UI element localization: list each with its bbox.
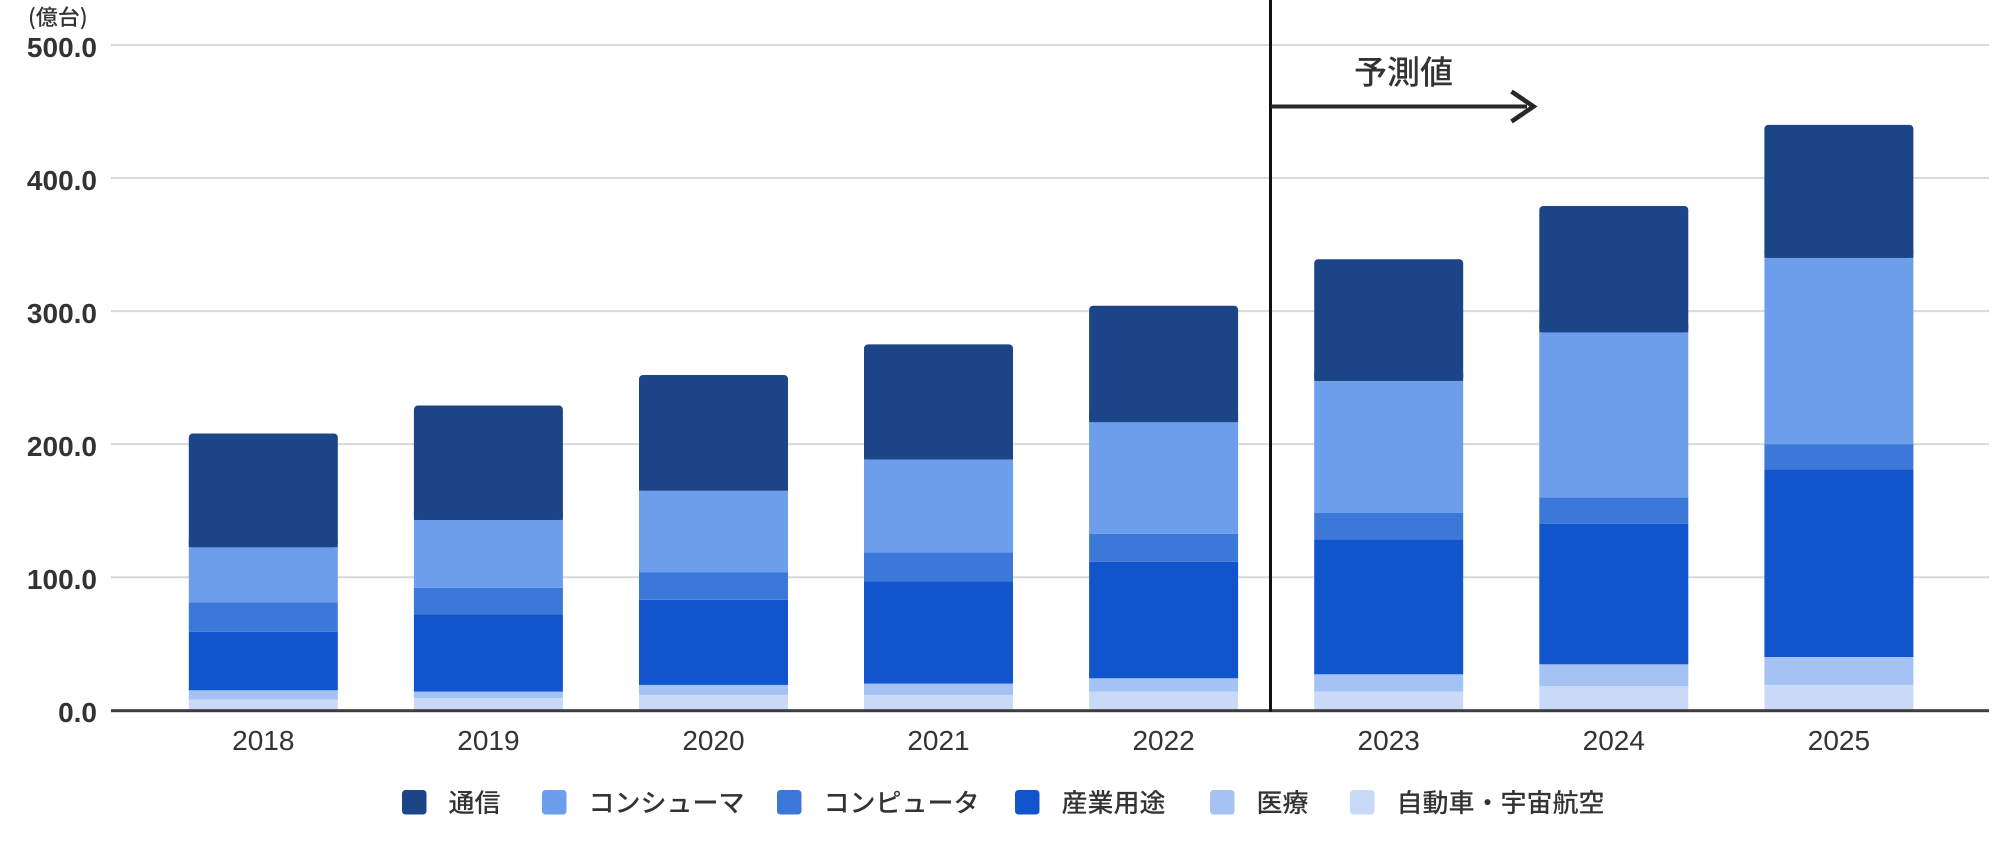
svg-text:500.0: 500.0 (27, 32, 97, 63)
svg-text:200.0: 200.0 (27, 431, 97, 462)
svg-text:0.0: 0.0 (58, 697, 97, 728)
svg-text:2020: 2020 (682, 725, 744, 756)
svg-text:2019: 2019 (457, 725, 519, 756)
svg-text:300.0: 300.0 (27, 298, 97, 329)
svg-text:2022: 2022 (1132, 725, 1194, 756)
svg-text:2018: 2018 (232, 725, 294, 756)
svg-text:2023: 2023 (1358, 725, 1420, 756)
svg-text:400.0: 400.0 (27, 165, 97, 196)
svg-text:2021: 2021 (907, 725, 969, 756)
svg-text:100.0: 100.0 (27, 564, 97, 595)
svg-text:2025: 2025 (1808, 725, 1870, 756)
svg-text:2024: 2024 (1583, 725, 1645, 756)
